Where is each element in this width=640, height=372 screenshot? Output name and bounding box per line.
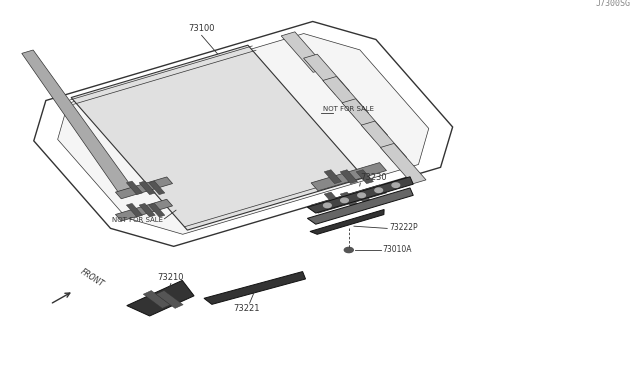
Polygon shape [342,99,388,139]
Polygon shape [311,163,387,191]
Polygon shape [58,33,429,234]
Polygon shape [380,144,426,184]
Polygon shape [143,291,170,308]
Polygon shape [356,192,374,206]
Text: NOT FOR SALE: NOT FOR SALE [323,106,374,112]
Text: 73100: 73100 [188,24,215,33]
Polygon shape [139,181,156,195]
Polygon shape [126,203,143,217]
Polygon shape [148,181,165,195]
Polygon shape [127,280,194,316]
Polygon shape [22,50,132,192]
Polygon shape [324,192,342,206]
Circle shape [392,183,399,187]
Polygon shape [307,177,413,213]
Polygon shape [323,77,369,117]
Circle shape [340,198,348,203]
Polygon shape [139,203,156,217]
Polygon shape [356,170,374,184]
Text: 73210: 73210 [157,273,184,282]
Circle shape [324,203,332,208]
Polygon shape [324,170,342,184]
Polygon shape [126,181,143,195]
Circle shape [375,188,383,192]
Text: 73221: 73221 [233,304,260,313]
Polygon shape [148,203,165,217]
Text: 73222P: 73222P [389,223,418,232]
Circle shape [344,247,353,253]
Circle shape [358,193,365,198]
Text: J7300SG: J7300SG [595,0,630,8]
Polygon shape [361,121,407,161]
Polygon shape [115,199,173,221]
Polygon shape [310,209,384,234]
Polygon shape [340,170,358,184]
Polygon shape [281,32,327,72]
Polygon shape [115,177,173,199]
Text: 73010A: 73010A [383,245,412,254]
Polygon shape [156,291,183,308]
Text: NOT FOR SALE: NOT FOR SALE [112,217,163,223]
Polygon shape [340,192,358,206]
Text: FRONT: FRONT [79,267,106,289]
Polygon shape [204,272,305,304]
Polygon shape [303,54,349,94]
Polygon shape [311,185,387,213]
Polygon shape [34,22,452,246]
Polygon shape [307,188,413,224]
Text: 73230: 73230 [360,173,387,182]
Polygon shape [71,45,364,230]
